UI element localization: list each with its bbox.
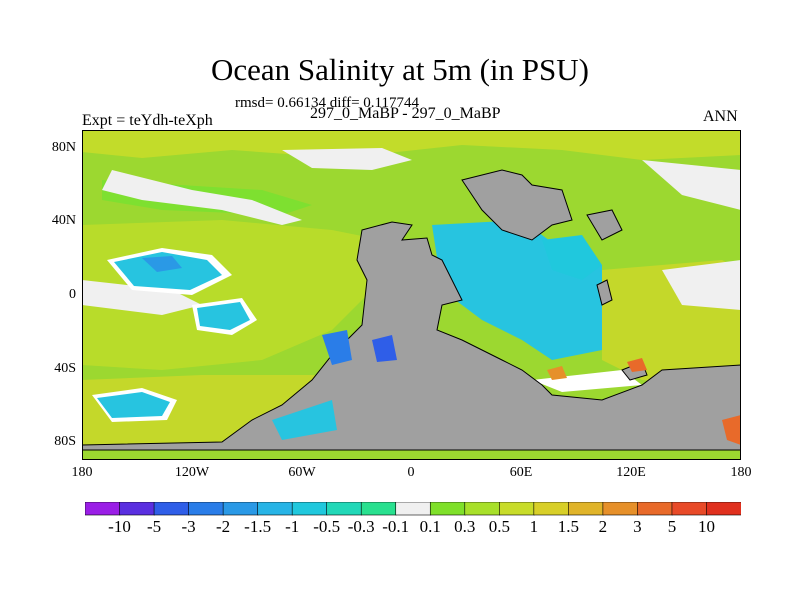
orange-spot-1: [627, 358, 647, 372]
colorbar-label: -2: [216, 517, 231, 536]
lon-tick-180w: 180: [71, 465, 93, 480]
colorbar-label: -5: [146, 517, 162, 536]
colorbar-label: -0.5: [313, 517, 341, 536]
gyre-north-pacific: [114, 252, 222, 290]
gyre-southern-ocean: [97, 392, 170, 418]
colorbar-label: -3: [181, 517, 196, 536]
stats-line: rmsd= 0.66134 diff= 0.117744: [235, 95, 419, 111]
colorbar-box: [85, 502, 121, 516]
map-frame: [82, 130, 741, 460]
white-patch-5: [82, 280, 202, 315]
colorbar-box: [291, 502, 328, 516]
map-svg: [81, 130, 742, 460]
bay-blue: [322, 330, 352, 365]
colorbar-box: [637, 502, 673, 516]
map-panel: [81, 130, 742, 460]
colorbar-box: [257, 502, 293, 516]
colorbar-box: [533, 502, 570, 516]
lat-tick-0: 0: [69, 287, 76, 302]
colorbar-box: [568, 502, 604, 516]
colorbar-box: [119, 502, 155, 516]
experiment-label: Expt = teYdh-teXph: [82, 112, 213, 129]
lon-tick-60e: 60E: [509, 465, 533, 480]
orange-spot-2: [547, 366, 567, 380]
comparison-label: 297_0_MaBP - 297_0_MaBP: [310, 105, 501, 122]
arctic-band: [82, 130, 741, 160]
island-small: [596, 279, 613, 306]
white-patch-3: [642, 160, 741, 210]
colorbar-label: 1.5: [557, 517, 579, 536]
colorbar-box: [188, 502, 224, 516]
orange-spot-3: [722, 415, 741, 445]
colorbar-box: [499, 502, 535, 516]
southern-white-streak: [532, 370, 642, 392]
bay-cyan: [272, 400, 337, 440]
colorbar-box: [395, 502, 432, 516]
colorbar-label: -0.3: [347, 517, 375, 536]
colorbar-label: -1.5: [244, 517, 272, 536]
colorbar-box: [360, 502, 397, 516]
colorbar-label: 2: [598, 517, 608, 536]
colorbar-label: -0.1: [382, 517, 410, 536]
continent-north: [461, 169, 573, 241]
lon-tick-120e: 120E: [616, 465, 646, 480]
white-patch-2: [282, 148, 412, 170]
colorbar-box: [326, 502, 363, 516]
lon-tick-120w: 120W: [174, 465, 210, 480]
colorbar-label: 1: [529, 517, 539, 536]
bay-deep-blue: [372, 335, 397, 362]
continent-pangaea: [81, 221, 742, 451]
colorbar-label: 3: [633, 517, 642, 536]
lat-tick-80s: 80S: [54, 434, 76, 449]
colorbar-label: 0.5: [488, 517, 510, 536]
colorbar-label: -10: [108, 517, 131, 536]
colorbar: [85, 502, 741, 516]
white-patch-4: [662, 260, 741, 310]
gyre-south-pacific: [197, 302, 250, 330]
colorbar-label: 10: [697, 517, 715, 536]
lon-tick-180e: 180: [730, 465, 752, 480]
lon-tick-0: 0: [407, 465, 415, 480]
colorbar-box: [153, 502, 190, 516]
lat-tick-80n: 80N: [51, 140, 76, 155]
lat-tick-40s: 40S: [54, 361, 76, 376]
colorbar-box: [222, 502, 259, 516]
colorbar-label: 5: [667, 517, 677, 536]
season-label: ANN: [703, 108, 738, 125]
colorbar-label: -1: [285, 517, 300, 536]
colorbar-box: [429, 502, 466, 516]
colorbar-box: [464, 502, 501, 516]
colorbar-label: 0.3: [454, 517, 476, 536]
colorbar-label: 0.1: [419, 517, 441, 536]
colorbar-box: [706, 502, 741, 516]
chart-title: Ocean Salinity at 5m (in PSU): [211, 52, 589, 87]
gyre-core-north: [142, 256, 182, 272]
lat-tick-40n: 40N: [51, 213, 76, 228]
colorbar-box: [671, 502, 708, 516]
interior-sea-north: [542, 235, 602, 280]
colorbar-box: [602, 502, 639, 516]
island-east: [586, 209, 623, 241]
white-patch-1: [102, 170, 302, 225]
lon-tick-60w: 60W: [288, 465, 316, 480]
